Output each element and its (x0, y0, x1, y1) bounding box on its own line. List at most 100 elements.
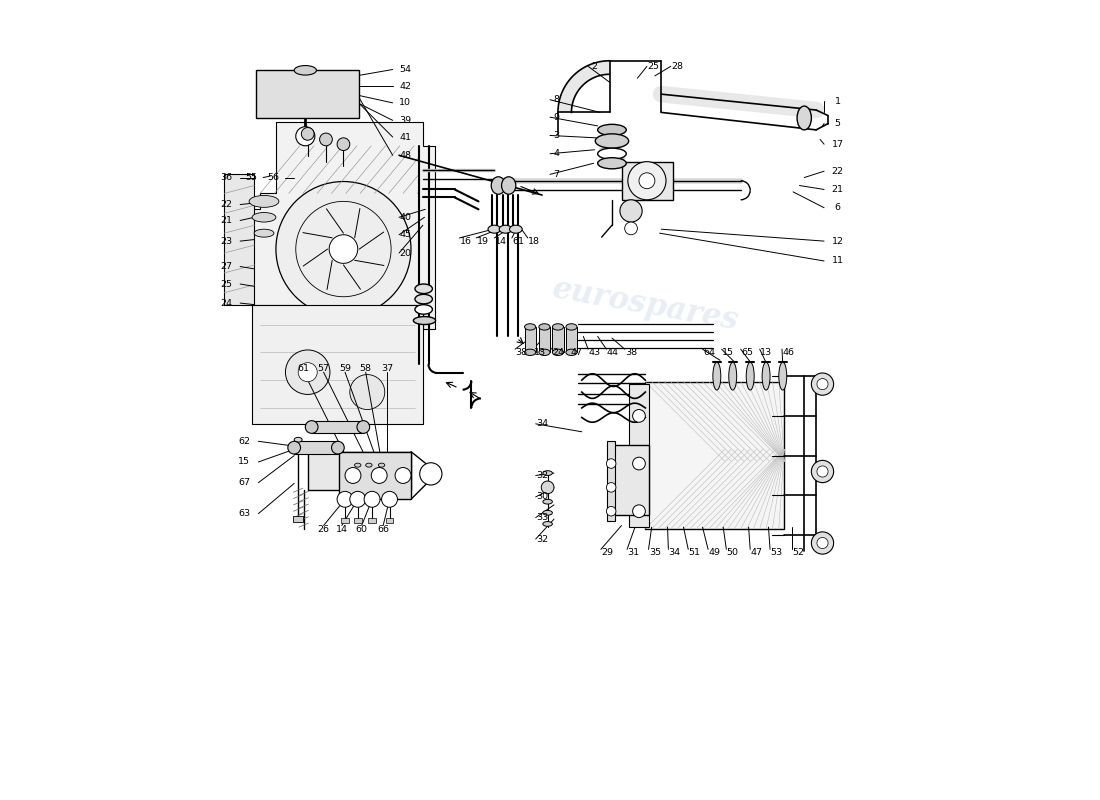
Ellipse shape (306, 421, 318, 434)
Bar (621, 162, 673, 200)
Ellipse shape (762, 362, 770, 390)
Ellipse shape (294, 66, 317, 75)
Bar (552, 327, 563, 352)
Bar (629, 384, 649, 527)
Bar (354, 518, 362, 523)
Text: eurospares: eurospares (615, 486, 771, 537)
Text: 24: 24 (552, 348, 564, 357)
Text: 12: 12 (832, 237, 844, 246)
Ellipse shape (543, 499, 552, 504)
Text: 21: 21 (832, 185, 844, 194)
Circle shape (817, 378, 828, 390)
Circle shape (372, 467, 387, 483)
Text: 59: 59 (339, 364, 351, 373)
Text: 44: 44 (607, 348, 619, 357)
Ellipse shape (565, 349, 578, 355)
Bar (646, 382, 784, 529)
Ellipse shape (294, 438, 302, 442)
Text: 60: 60 (355, 525, 367, 534)
Text: 9: 9 (553, 113, 560, 122)
Ellipse shape (254, 229, 274, 237)
Circle shape (812, 460, 834, 482)
Circle shape (632, 457, 646, 470)
Circle shape (639, 173, 654, 189)
Text: 14: 14 (336, 525, 348, 534)
Text: 4: 4 (553, 150, 560, 158)
Ellipse shape (798, 106, 812, 130)
Ellipse shape (252, 213, 276, 222)
Circle shape (812, 532, 834, 554)
Text: 42: 42 (399, 82, 411, 90)
Circle shape (320, 133, 332, 146)
Ellipse shape (746, 362, 755, 390)
Text: 48: 48 (399, 151, 411, 160)
Text: 25: 25 (647, 62, 659, 71)
Bar (341, 518, 349, 523)
Text: 61: 61 (513, 237, 525, 246)
Bar (368, 518, 376, 523)
Text: 28: 28 (671, 62, 683, 71)
Text: 45: 45 (399, 230, 411, 239)
Ellipse shape (779, 362, 786, 390)
Circle shape (337, 138, 350, 150)
Circle shape (632, 505, 646, 518)
Text: 30: 30 (536, 493, 548, 502)
Text: 64: 64 (703, 348, 715, 357)
Bar (614, 446, 649, 515)
Text: 38: 38 (515, 348, 528, 357)
Ellipse shape (713, 362, 721, 390)
Bar (294, 442, 338, 454)
Text: 40: 40 (399, 213, 411, 222)
Text: 20: 20 (399, 249, 411, 258)
Bar (308, 452, 411, 490)
Circle shape (817, 466, 828, 477)
Ellipse shape (502, 177, 516, 194)
Polygon shape (252, 122, 434, 329)
Text: 14: 14 (495, 237, 507, 246)
Text: 29: 29 (602, 548, 613, 557)
Text: 49: 49 (708, 548, 720, 557)
PathPatch shape (558, 61, 609, 113)
Circle shape (276, 182, 411, 317)
Ellipse shape (249, 195, 279, 207)
Text: 32: 32 (536, 534, 548, 543)
Ellipse shape (597, 148, 626, 159)
Text: 53: 53 (770, 548, 782, 557)
Ellipse shape (595, 134, 629, 148)
Circle shape (296, 126, 315, 146)
Circle shape (382, 491, 397, 507)
Text: 33: 33 (536, 513, 548, 522)
Ellipse shape (729, 362, 737, 390)
Text: 34: 34 (536, 419, 548, 428)
Text: 3: 3 (553, 131, 560, 140)
Ellipse shape (331, 442, 344, 454)
Text: 24: 24 (220, 298, 232, 307)
Ellipse shape (415, 284, 432, 294)
Bar (565, 327, 578, 352)
Ellipse shape (597, 158, 626, 169)
Ellipse shape (565, 324, 578, 330)
Circle shape (395, 467, 411, 483)
Text: 23: 23 (220, 237, 232, 246)
Ellipse shape (415, 294, 432, 304)
Text: 67: 67 (238, 478, 250, 487)
Circle shape (812, 373, 834, 395)
Ellipse shape (543, 510, 552, 515)
Text: 63: 63 (238, 509, 250, 518)
Text: 47: 47 (750, 548, 762, 557)
Text: eurospares: eurospares (550, 273, 741, 336)
Text: 17: 17 (832, 140, 844, 149)
Text: 13: 13 (534, 348, 546, 357)
Text: 1: 1 (835, 97, 840, 106)
Bar (340, 452, 411, 499)
Bar (539, 327, 550, 352)
Text: 15: 15 (722, 348, 734, 357)
Text: 18: 18 (528, 237, 540, 246)
Text: 57: 57 (318, 364, 330, 373)
Ellipse shape (525, 324, 536, 330)
Bar (386, 518, 394, 523)
Text: 58: 58 (360, 364, 372, 373)
Circle shape (420, 462, 442, 485)
Text: 21: 21 (220, 216, 232, 225)
Text: 31: 31 (627, 548, 639, 557)
